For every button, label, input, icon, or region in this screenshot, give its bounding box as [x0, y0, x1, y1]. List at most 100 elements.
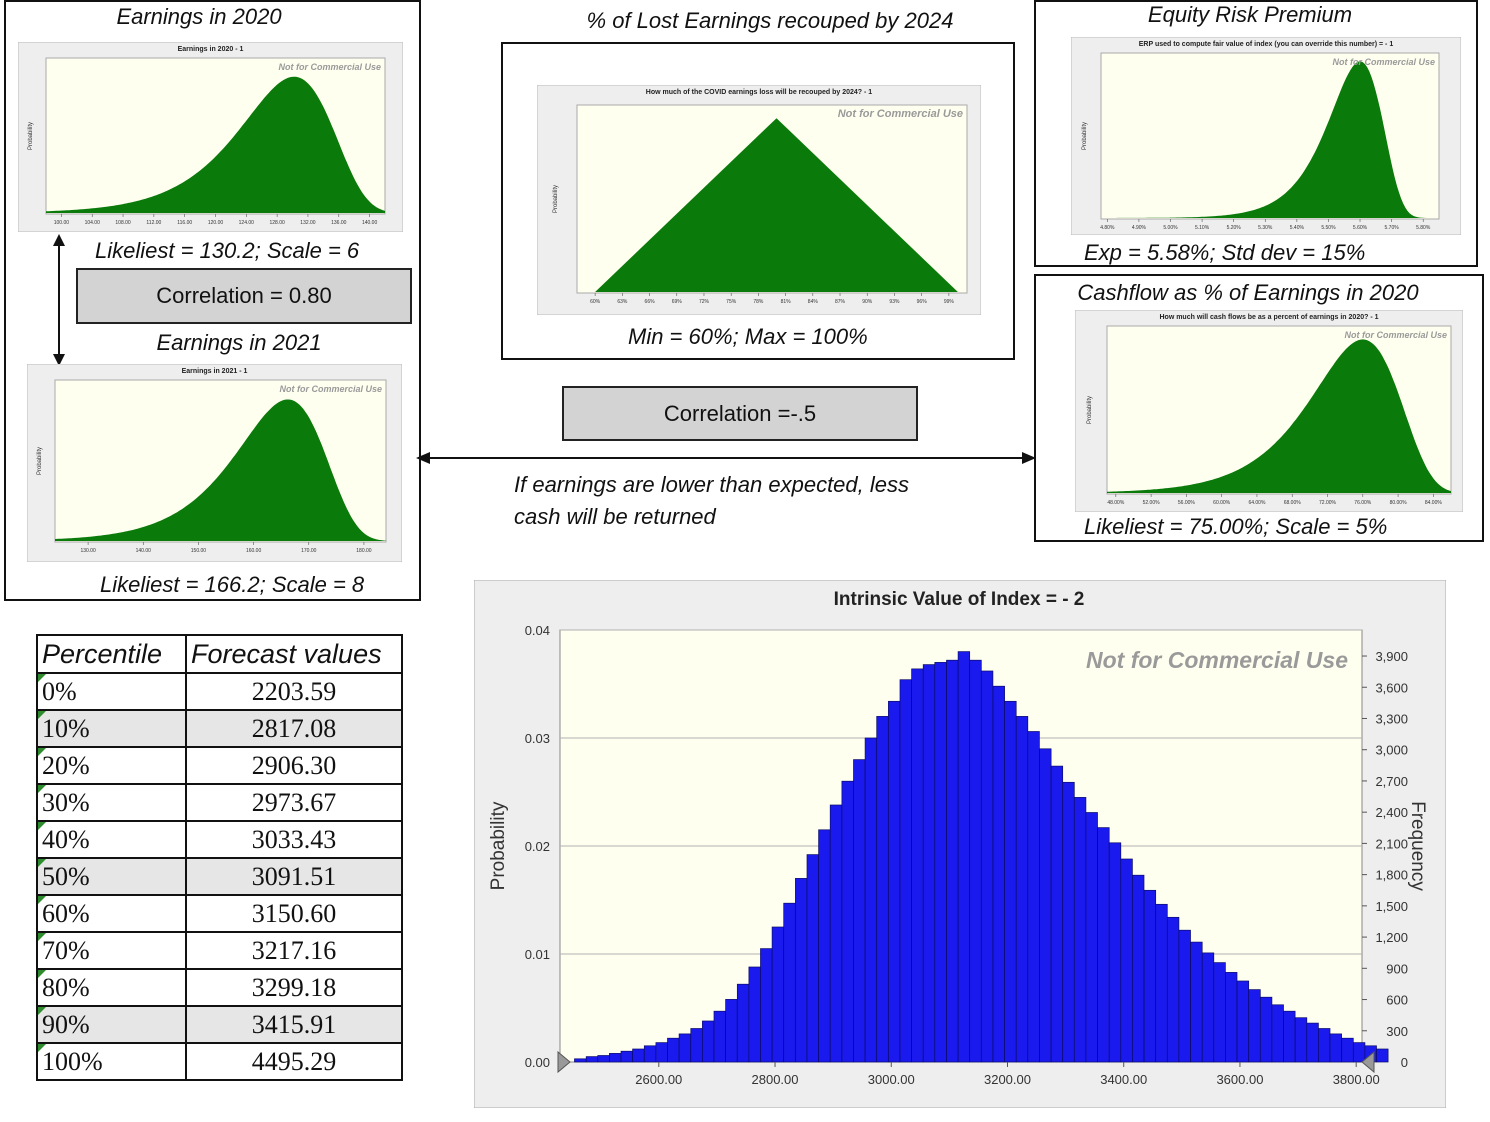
y2-axis-label: Frequency [1407, 801, 1428, 891]
percentile-cell: 60% [36, 894, 187, 933]
x-tick-label: 112.00 [146, 220, 161, 226]
percentile-cell: 40% [36, 820, 187, 859]
y-axis-label: Probability [1087, 396, 1093, 424]
x-tick-label: 104.00 [85, 220, 101, 226]
x-tick-label: 78% [753, 299, 764, 305]
histogram-bar [864, 737, 878, 1063]
x-tick-label: 5.40% [1290, 225, 1305, 231]
histogram-bar [818, 829, 831, 1063]
note-line-2: cash will be returned [514, 504, 716, 529]
histogram-bar [620, 1050, 633, 1063]
x-tick-label: 5.20% [1227, 225, 1242, 231]
watermark: Not for Commercial Use [279, 384, 382, 394]
x-tick-label: 72% [699, 299, 710, 305]
histogram-bar [725, 999, 738, 1063]
y2-tick-label: 2,100 [1375, 836, 1408, 851]
x-tick-label: 76.00% [1354, 500, 1372, 506]
x-tick-label: 2800.00 [752, 1072, 799, 1087]
y2-tick-label: 3,300 [1375, 711, 1408, 726]
histogram-bar [1306, 1022, 1319, 1063]
histogram-bar [736, 983, 750, 1063]
distribution-area [55, 399, 386, 541]
table-row: 0% 2203.59 [36, 672, 403, 711]
x-tick-label: 66% [645, 299, 656, 305]
x-tick-label: 56.00% [1178, 500, 1196, 506]
histogram-bar [1050, 765, 1064, 1063]
histogram-bar [1073, 797, 1087, 1063]
histogram-bar [609, 1053, 622, 1063]
x-tick-label: 69% [672, 299, 683, 305]
histogram-bar [1213, 962, 1226, 1063]
earnings-correlation-box: Correlation = 0.80 [76, 268, 412, 324]
histogram-bar [771, 926, 785, 1063]
histogram-bar [678, 1033, 692, 1063]
histogram-bar [876, 716, 889, 1063]
histogram-bar [911, 668, 924, 1063]
y-tick-label: 0.03 [525, 731, 550, 746]
table-row: 70% 3217.16 [36, 931, 403, 970]
earnings-2021-title: Earnings in 2021 [156, 330, 322, 355]
forecast-value-cell: 2973.67 [185, 783, 403, 822]
x-tick-label: 84% [808, 299, 819, 305]
cashflow-title: Cashflow as % of Earnings in 2020 [1077, 280, 1419, 305]
histogram-bar [888, 700, 901, 1063]
right-grabber-handle [1361, 1050, 1375, 1074]
y2-tick-label: 0 [1401, 1055, 1408, 1070]
x-tick-label: 72.00% [1319, 500, 1337, 506]
earnings-2020-chart: Earnings in 2020 - 1 Not for Commercial U… [18, 42, 403, 232]
x-tick-label: 132.00 [300, 220, 316, 226]
percentile-cell: 30% [36, 783, 187, 822]
percentile-cell: 0% [36, 672, 187, 711]
x-tick-label: 5.10% [1195, 225, 1210, 231]
watermark: Not for Commercial Use [1344, 330, 1447, 340]
chart-title: How much will cash flows be as a percent… [1159, 314, 1378, 321]
y2-tick-label: 600 [1386, 993, 1408, 1008]
forecast-value-cell: 3033.43 [185, 820, 403, 859]
x-tick-label: 3200.00 [984, 1072, 1031, 1087]
earnings-2021-chart: Earnings in 2021 - 1 Not for Commercial U… [27, 364, 402, 562]
histogram-bar [1120, 858, 1133, 1063]
table-row: 20% 2906.30 [36, 746, 403, 785]
y2-tick-label: 2,700 [1375, 774, 1408, 789]
x-tick-label: 3000.00 [868, 1072, 915, 1087]
percentile-cell: 20% [36, 746, 187, 785]
y-tick-label: 0.02 [525, 839, 550, 854]
x-tick-label: 5.60% [1353, 225, 1368, 231]
histogram-bar [841, 780, 854, 1063]
erp-title: Equity Risk Premium [1147, 2, 1353, 27]
percentile-cell: 70% [36, 931, 187, 970]
histogram-bar [1283, 1010, 1296, 1063]
x-tick-label: 48.00% [1107, 500, 1125, 506]
y-axis-label: Probability [488, 801, 509, 890]
watermark: Not for Commercial Use [1332, 57, 1435, 67]
x-tick-label: 5.80% [1416, 225, 1431, 231]
histogram-bar [597, 1055, 610, 1063]
chart-title: Intrinsic Value of Index = - 2 [834, 589, 1085, 610]
table-row: 100% 4495.29 [36, 1042, 403, 1081]
x-tick-label: 4.90% [1132, 225, 1147, 231]
y2-tick-label: 1,800 [1375, 868, 1408, 883]
x-tick-label: 120.00 [208, 220, 224, 226]
x-tick-label: 68.00% [1284, 500, 1302, 506]
histogram-bar [655, 1042, 668, 1063]
left-grabber-handle [557, 1050, 571, 1074]
watermark: Not for Commercial Use [838, 108, 963, 120]
histogram-bar [1201, 952, 1215, 1063]
x-tick-label: 80.00% [1390, 500, 1408, 506]
y2-tick-label: 3,900 [1375, 649, 1408, 664]
erp-caption: Exp = 5.58%; Std dev = 15% [1084, 240, 1366, 265]
forecast-value-cell: 2203.59 [185, 672, 403, 711]
percentile-cell: 90% [36, 1005, 187, 1044]
cashflow-caption: Likeliest = 75.00%; Scale = 5% [1084, 514, 1388, 539]
chart-title: Earnings in 2021 - 1 [182, 368, 248, 375]
percentile-cell: 100% [36, 1042, 187, 1081]
y2-tick-label: 3,600 [1375, 680, 1408, 695]
x-tick-label: 128.00 [269, 220, 285, 226]
y2-tick-label: 1,500 [1375, 899, 1408, 914]
histogram-bar [1166, 916, 1180, 1063]
x-tick-label: 170.00 [301, 548, 317, 554]
histogram-bar [1259, 996, 1273, 1063]
x-tick-label: 93% [889, 299, 900, 305]
histogram-bar [1178, 929, 1191, 1063]
table-row: 40% 3033.43 [36, 820, 403, 859]
